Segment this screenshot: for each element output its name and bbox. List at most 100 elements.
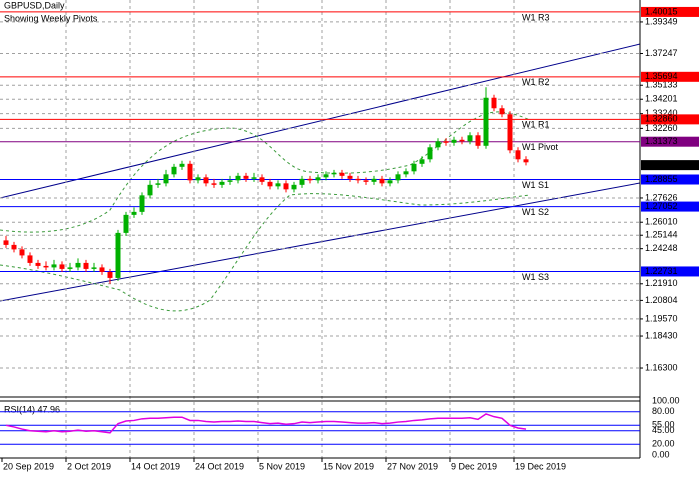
candle-body: [171, 166, 177, 175]
candle-body: [395, 174, 401, 181]
rsi-line: [5, 413, 527, 434]
y-tick-label: 1.35133: [645, 80, 678, 90]
candle-body: [35, 262, 41, 266]
candle-body: [67, 267, 73, 269]
candle-body: [179, 163, 185, 167]
candle-body: [515, 150, 521, 160]
rsi-tick-label: 100.00: [652, 395, 680, 405]
envelope-lower: [0, 193, 531, 312]
pivot-name: W1 S3: [522, 272, 549, 282]
candle-body: [155, 183, 161, 185]
y-tick-label: 1.34201: [645, 94, 678, 104]
pivot-price-box: [641, 266, 699, 277]
candle-body: [379, 178, 385, 184]
x-tick-label: 24 Oct 2019: [195, 461, 244, 471]
pivot-price-box: [641, 174, 699, 185]
candle-body: [131, 211, 137, 215]
pivot-name: W1 R3: [522, 12, 550, 22]
candle-body: [291, 184, 297, 190]
candle-body: [323, 174, 329, 178]
pivot-name: W1 S2: [522, 207, 549, 217]
rsi-tick-label: 80.00: [652, 406, 675, 416]
x-tick-label: 27 Nov 2019: [387, 461, 438, 471]
candle-body: [243, 175, 249, 179]
candle-body: [219, 181, 225, 185]
pivot-price-box: [641, 71, 699, 82]
candle-body: [307, 178, 313, 181]
y-tick-label: 1.20804: [645, 295, 678, 305]
y-tick-label: 1.25144: [645, 230, 678, 240]
trend-channel-upper: [0, 43, 641, 199]
pivot-price-label: 1.28855: [645, 174, 678, 184]
candle-body: [83, 262, 89, 269]
candle-body: [19, 249, 25, 256]
chart-subtitle: Showing Weekly Pivots: [4, 13, 98, 23]
candle-body: [435, 141, 441, 148]
rsi-tick-label: 45.00: [652, 425, 675, 435]
candle-body: [203, 177, 209, 184]
y-tick-label: 1.24248: [645, 243, 678, 253]
x-tick-label: 19 Dec 2019: [515, 461, 566, 471]
candle-body: [3, 240, 9, 245]
x-tick-label: 9 Dec 2019: [451, 461, 497, 471]
rsi-title: RSI(14) 47.96: [4, 404, 60, 414]
pivot-name: W1 Pivot: [522, 142, 559, 152]
pivot-price-label: 1.35694: [645, 71, 678, 81]
current-price-label: 1.29813: [645, 159, 678, 169]
x-tick-label: 2 Oct 2019: [67, 461, 111, 471]
y-tick-label: 1.19570: [645, 313, 678, 323]
pivot-price-label: 1.22731: [645, 266, 678, 276]
rsi-tick-label: 20.00: [652, 439, 675, 449]
candle-body: [443, 141, 449, 143]
candle-body: [387, 180, 393, 184]
candle-body: [59, 264, 65, 269]
candle-body: [227, 180, 233, 182]
y-tick-label: 1.32260: [645, 123, 678, 133]
y-tick-label: 1.33240: [645, 108, 678, 118]
candle-body: [123, 214, 129, 233]
candle-body: [499, 108, 505, 115]
candle-body: [483, 97, 489, 146]
candle-body: [299, 178, 305, 185]
x-tick-label: 15 Nov 2019: [323, 461, 374, 471]
pivot-price-label: 1.27052: [645, 201, 678, 211]
y-tick-label: 1.16300: [645, 362, 678, 372]
y-tick-label: 1.27626: [645, 192, 678, 202]
candle-body: [195, 177, 201, 181]
candle-body: [259, 177, 265, 182]
candle-body: [347, 175, 353, 179]
current-price-box: [641, 160, 699, 171]
pivot-price-box: [641, 136, 699, 147]
candle-body: [235, 175, 241, 181]
candle-body: [459, 139, 465, 142]
pivot-price-label: 1.31373: [645, 136, 678, 146]
candle-body: [475, 135, 481, 146]
y-tick-label: 1.37247: [645, 48, 678, 58]
candle-body: [163, 174, 169, 184]
y-tick-label: 1.21910: [645, 278, 678, 288]
candle-body: [331, 172, 337, 175]
y-tick-label: 1.18430: [645, 330, 678, 340]
candle-body: [275, 183, 281, 187]
candle-body: [99, 267, 105, 272]
candle-body: [115, 232, 121, 278]
pivot-price-box: [641, 6, 699, 17]
pivot-price-label: 1.40015: [645, 6, 678, 16]
candle-body: [51, 264, 57, 268]
candle-body: [139, 195, 145, 212]
pivot-name: W1 R1: [522, 120, 550, 130]
candle-body: [419, 159, 425, 164]
x-tick-label: 5 Nov 2019: [259, 461, 305, 471]
candle-body: [43, 265, 49, 268]
candle-body: [251, 177, 257, 179]
y-tick-label: 1.39349: [645, 16, 678, 26]
candle-body: [491, 97, 497, 109]
candle-body: [411, 163, 417, 172]
candle-body: [91, 267, 97, 269]
chart-title: GBPUSD,Daily: [4, 0, 65, 10]
pivot-price-box: [641, 114, 699, 125]
candle-body: [315, 177, 321, 181]
pivot-name: W1 S1: [522, 180, 549, 190]
